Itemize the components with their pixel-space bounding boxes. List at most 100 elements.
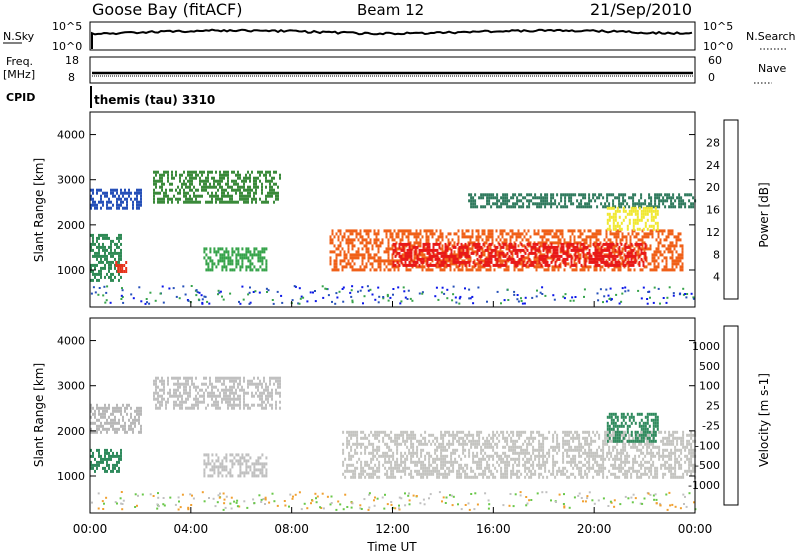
power-speckle	[322, 297, 324, 299]
velocity-speckle	[586, 497, 588, 499]
power-speckle	[602, 301, 604, 303]
velocity-speckle	[121, 491, 123, 493]
power-speckle	[208, 303, 210, 305]
velocity-speckle	[541, 491, 543, 493]
velocity-speckle	[236, 502, 238, 504]
velocity-speckle	[323, 507, 325, 509]
power-speckle	[541, 286, 543, 288]
velocity-speckle	[668, 492, 670, 494]
power-speckle	[436, 287, 438, 289]
power-speckle	[606, 300, 608, 302]
power-speckle	[472, 302, 474, 304]
velocity-speckle	[105, 497, 107, 499]
velocity-speckle	[178, 496, 180, 498]
beam-title: Beam 12	[357, 1, 424, 19]
power-speckle	[649, 297, 651, 299]
power-speckle	[565, 293, 567, 295]
power-speckle	[518, 301, 520, 303]
power-speckle	[673, 292, 675, 294]
power-speckle	[410, 298, 412, 300]
power-speckle	[223, 299, 225, 301]
power-speckle	[254, 290, 256, 292]
velocity-speckle	[265, 497, 267, 499]
velocity-speckle	[545, 491, 547, 493]
power-speckle	[608, 295, 610, 297]
power-speckle	[336, 297, 338, 299]
velocity-speckle	[477, 504, 479, 506]
power-speckle	[324, 288, 326, 290]
power-speckle	[138, 286, 140, 288]
power-speckle	[331, 301, 333, 303]
power-speckle	[513, 294, 515, 296]
velocity-speckle	[284, 500, 286, 502]
velocity-speckle	[555, 501, 557, 503]
power-speckle	[521, 300, 523, 302]
velocity-panel-frame	[90, 318, 695, 513]
velocity-speckle	[263, 498, 265, 500]
power-speckle	[199, 292, 201, 294]
power-speckle	[407, 298, 409, 300]
power-speckle	[666, 297, 668, 299]
power-ylabel: Slant Range [km]	[32, 158, 46, 262]
power-speckle	[362, 302, 364, 304]
velocity-speckle	[513, 505, 515, 507]
power-speckle	[229, 293, 231, 295]
velocity-speckle	[633, 494, 635, 496]
power-speckle	[349, 292, 351, 294]
power-speckle	[206, 301, 208, 303]
velocity-speckle	[327, 496, 329, 498]
velocity-colorbar-tick-label: 500	[699, 360, 720, 373]
velocity-speckle	[528, 499, 530, 501]
velocity-speckle	[359, 504, 361, 506]
power-speckle	[540, 292, 542, 294]
velocity-speckle	[213, 498, 215, 500]
power-speckle	[455, 297, 457, 299]
velocity-speckle	[510, 493, 512, 495]
power-speckle	[653, 302, 655, 304]
velocity-speckle	[292, 498, 294, 500]
velocity-speckle	[102, 500, 104, 502]
power-speckle	[97, 294, 99, 296]
velocity-speckle	[368, 509, 370, 511]
velocity-speckle	[656, 499, 658, 501]
velocity-speckle	[473, 508, 475, 510]
power-speckle	[145, 303, 147, 305]
power-speckle	[524, 303, 526, 305]
velocity-speckle	[404, 492, 406, 494]
power-speckle	[458, 303, 460, 305]
power-panel-frame	[90, 112, 695, 307]
power-speckle	[603, 295, 605, 297]
power-speckle	[486, 301, 488, 303]
freq-tick-high: 18	[65, 54, 79, 67]
power-speckle	[201, 294, 203, 296]
velocity-speckle	[669, 504, 671, 506]
velocity-speckle	[310, 502, 312, 504]
power-speckle	[646, 298, 648, 300]
power-speckle	[397, 286, 399, 288]
power-speckle	[351, 300, 353, 302]
power-speckle	[202, 298, 204, 300]
power-speckle	[600, 288, 602, 290]
velocity-speckle	[394, 507, 396, 509]
power-speckle	[149, 292, 151, 294]
power-speckle	[95, 291, 97, 293]
power-speckle	[531, 297, 533, 299]
power-speckle	[451, 299, 453, 301]
power-speckle	[392, 288, 394, 290]
power-speckle	[392, 294, 394, 296]
power-speckle	[299, 303, 301, 305]
x-tick-label: 00:00	[73, 522, 108, 536]
power-speckle	[342, 301, 344, 303]
velocity-speckle	[653, 499, 655, 501]
power-speckle	[312, 292, 314, 294]
power-speckle	[179, 297, 181, 299]
velocity-speckle	[439, 491, 441, 493]
velocity-speckle	[157, 497, 159, 499]
velocity-speckle	[337, 501, 339, 503]
velocity-speckle	[648, 493, 650, 495]
velocity-speckle	[182, 494, 184, 496]
velocity-speckle	[202, 491, 204, 493]
power-speckle	[377, 287, 379, 289]
power-speckle	[622, 287, 624, 289]
